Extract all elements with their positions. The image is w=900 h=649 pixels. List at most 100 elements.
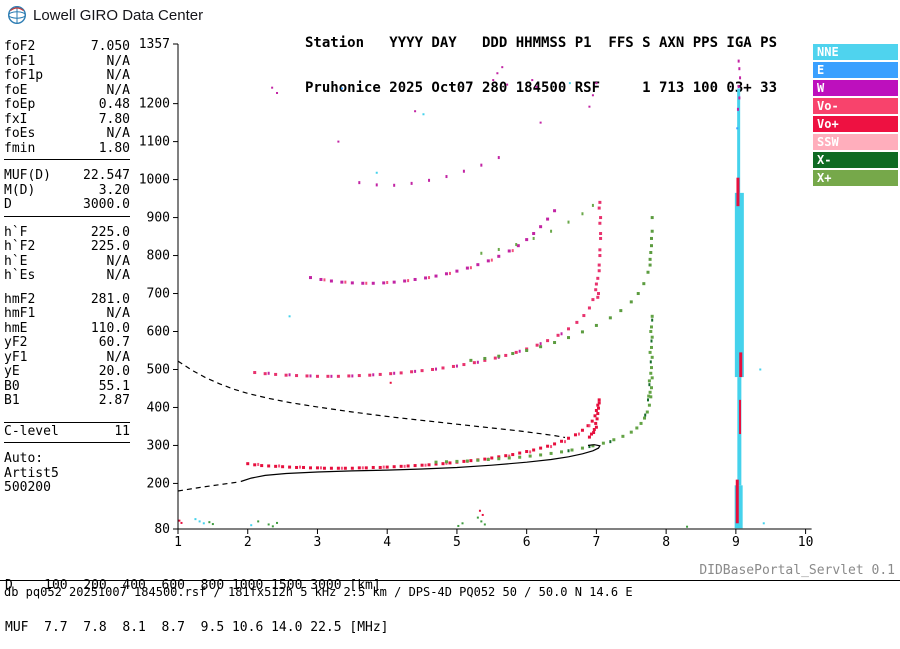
parameter-group: Auto: Artist5 500200 xyxy=(4,451,130,496)
legend-item-x: X+ xyxy=(813,170,898,186)
parameter-row: h`Es N/A xyxy=(4,268,130,284)
parameter-row: yF2 60.7 xyxy=(4,335,130,351)
giro-logo-icon xyxy=(7,5,27,25)
svg-text:700: 700 xyxy=(147,287,170,302)
svg-text:7: 7 xyxy=(592,535,600,550)
parameter-label: B0 xyxy=(4,378,20,394)
parameter-group: MUF(D) 22.547 M(D) 3.20 D 3000.0 xyxy=(4,168,130,217)
parameter-row: foF1p N/A xyxy=(4,68,130,84)
ionogram-chart: 1 2 3 4 5 6 7 8 9 10 80 200 300 400 500 600 700 800 900 100… xyxy=(139,37,814,550)
parameter-row: Auto: xyxy=(4,451,130,467)
parameter-value: 22.547 xyxy=(83,168,130,183)
parameter-value: 11 xyxy=(114,423,130,439)
parameter-row: yF1 N/A xyxy=(4,349,130,366)
parameter-label: 500200 xyxy=(4,480,51,495)
svg-text:80: 80 xyxy=(154,522,170,537)
parameter-row: h`F 225.0 xyxy=(4,224,130,241)
svg-text:8: 8 xyxy=(662,535,670,550)
parameter-value: N/A xyxy=(106,68,130,83)
parameter-value: N/A xyxy=(106,53,130,69)
parameter-row: foF2 7.050 xyxy=(4,39,130,55)
servlet-watermark: DIDBasePortal_Servlet 0.1 xyxy=(699,563,895,578)
parameter-label: foF1p xyxy=(4,68,44,83)
legend-item-ssw: SSW xyxy=(813,134,898,150)
legend-item-vo: Vo- xyxy=(813,98,898,114)
parameter-value: 3000.0 xyxy=(83,197,130,212)
legend-item-e: E xyxy=(813,62,898,78)
parameter-row: D 3000.0 xyxy=(4,197,130,213)
parameter-value: 60.7 xyxy=(98,335,130,350)
parameter-row: M(D) 3.20 xyxy=(4,182,130,199)
legend-item-x: X- xyxy=(813,152,898,168)
parameter-row: foF1 N/A xyxy=(4,53,130,70)
svg-text:500: 500 xyxy=(147,362,170,377)
parameter-label: yF2 xyxy=(4,335,28,350)
svg-text:10: 10 xyxy=(798,535,814,550)
svg-text:1: 1 xyxy=(174,535,182,550)
svg-text:1100: 1100 xyxy=(139,135,170,150)
parameter-label: yF1 xyxy=(4,349,28,365)
muf-table-muf-row: MUF 7.7 7.8 8.1 8.7 9.5 10.6 14.0 22.5 [… xyxy=(5,620,389,635)
brand-title: Lowell GIRO Data Center xyxy=(33,6,204,24)
svg-text:6: 6 xyxy=(523,535,531,550)
parameter-row: h`E N/A xyxy=(4,253,130,270)
echo-direction-legend: NNE E W Vo- Vo+ SSW X- X+ xyxy=(813,44,898,188)
parameter-row: hmE 110.0 xyxy=(4,320,130,337)
parameter-row: C-level 11 xyxy=(4,423,130,440)
svg-text:2: 2 xyxy=(244,535,252,550)
parameter-value: 3.20 xyxy=(98,182,130,198)
parameter-row: fxI 7.80 xyxy=(4,111,130,128)
parameter-value: N/A xyxy=(106,268,130,283)
parameter-label: hmF2 xyxy=(4,291,36,307)
parameter-label: Artist5 xyxy=(4,465,59,481)
svg-text:300: 300 xyxy=(147,438,170,453)
parameter-label: h`F2 xyxy=(4,239,36,254)
svg-text:900: 900 xyxy=(147,211,170,226)
parameter-value: 7.80 xyxy=(98,111,130,127)
parameter-label: C-level xyxy=(4,423,59,439)
parameter-label: MUF(D) xyxy=(4,168,51,183)
parameter-label: hmE xyxy=(4,320,28,336)
parameter-label: fmin xyxy=(4,140,36,156)
parameter-label: D xyxy=(4,197,12,212)
parameter-group: C-level 11 xyxy=(4,421,130,443)
muf-table-distance-row: D 100 200 400 600 800 1000 1500 3000 [km… xyxy=(5,578,381,593)
parameter-label: foEp xyxy=(4,97,36,112)
parameter-label: M(D) xyxy=(4,182,36,198)
muf-distance-table: D 100 200 400 600 800 1000 1500 3000 [km… xyxy=(5,551,389,649)
parameter-row: hmF1 N/A xyxy=(4,306,130,322)
parameter-value: 225.0 xyxy=(90,239,130,254)
parameter-group: hmF2 281.0 hmF1 N/A hmE 110.0 yF2 60.7 yF1 N/A yE 2… xyxy=(4,291,130,409)
svg-text:600: 600 xyxy=(147,325,170,340)
parameter-value: N/A xyxy=(106,82,130,98)
parameter-value: N/A xyxy=(106,253,130,269)
station-header-labels: Station YYYY DAY DDD HHMMSS P1 FFS S AXN… xyxy=(305,35,778,51)
parameter-label: yE xyxy=(4,364,20,379)
parameter-value: 281.0 xyxy=(90,291,130,307)
svg-text:5: 5 xyxy=(453,535,461,550)
parameter-panel: foF2 7.050 foF1 N/A foF1p N/A foE N/A foEp 0.48 fx… xyxy=(4,39,130,505)
parameter-value: 110.0 xyxy=(90,320,130,336)
svg-text:800: 800 xyxy=(147,249,170,264)
parameter-value: N/A xyxy=(106,349,130,365)
parameter-value: 2.87 xyxy=(98,393,130,408)
parameter-row: fmin 1.80 xyxy=(4,140,130,157)
didbase-portal-page: { "branding": { "title": "Lowell GIRO Da… xyxy=(0,5,900,635)
parameter-label: h`F xyxy=(4,224,28,240)
svg-text:400: 400 xyxy=(147,400,170,415)
parameter-row: hmF2 281.0 xyxy=(4,291,130,308)
parameter-row: foEp 0.48 xyxy=(4,97,130,113)
parameter-row: B0 55.1 xyxy=(4,378,130,395)
parameter-label: h`Es xyxy=(4,268,36,283)
parameter-row: B1 2.87 xyxy=(4,393,130,409)
parameter-row: foE N/A xyxy=(4,82,130,99)
parameter-label: foE xyxy=(4,82,28,98)
parameter-group: h`F 225.0 h`F2 225.0 h`E N/A h`Es N/A xyxy=(4,224,130,284)
parameter-label: foEs xyxy=(4,126,36,141)
svg-text:3: 3 xyxy=(314,535,322,550)
svg-text:1200: 1200 xyxy=(139,97,170,112)
legend-item-nne: NNE xyxy=(813,44,898,60)
status-bar: db pq052 20251007 184500.rsf / 181fx512h… xyxy=(0,580,900,600)
parameter-label: foF2 xyxy=(4,39,36,54)
parameter-label: foF1 xyxy=(4,53,36,69)
